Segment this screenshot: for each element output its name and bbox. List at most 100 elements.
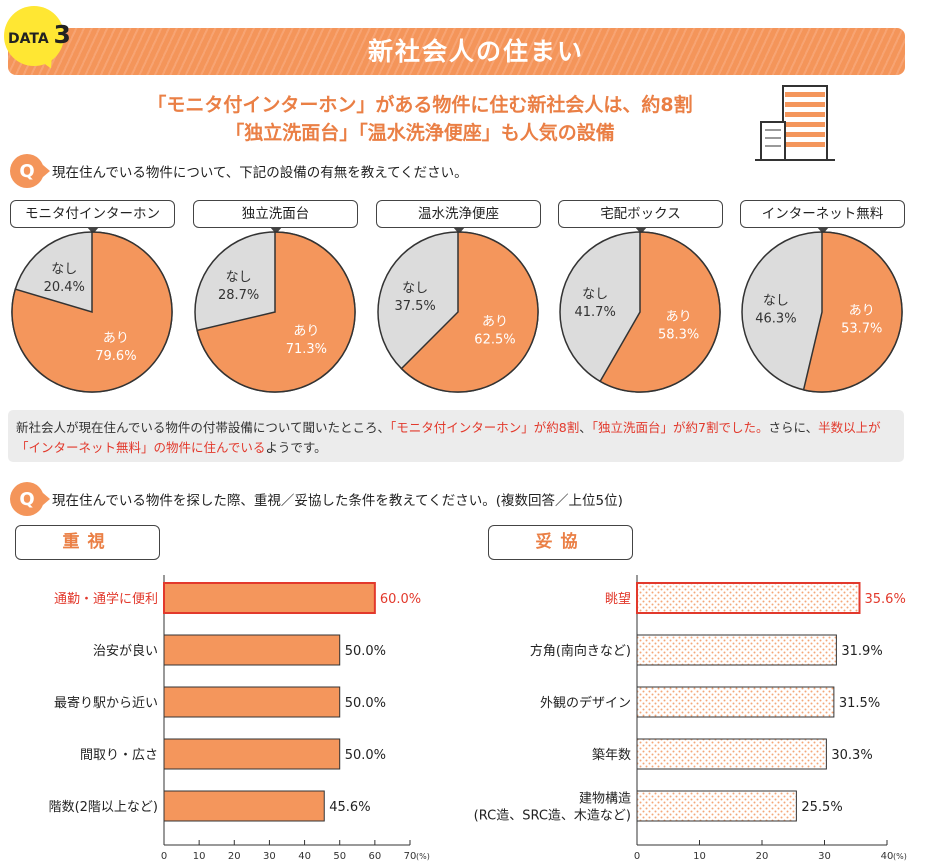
bar <box>636 790 797 822</box>
question-1: Q 現在住んでいる物件について、下記の設備の有無を教えてください。 <box>10 154 468 188</box>
bar <box>636 738 827 770</box>
bar-category-label: 眺望 <box>605 591 631 607</box>
pie-value-nashi: 37.5% <box>394 299 435 314</box>
bar-value-label: 31.9% <box>841 644 882 659</box>
tag-priority: 重視 <box>15 525 160 560</box>
pie-label-ari: あり <box>103 331 129 346</box>
bar <box>163 790 325 822</box>
x-unit-label: (%) <box>893 852 907 861</box>
pie-title: 独立洗面台 <box>193 200 358 234</box>
bar <box>636 634 837 666</box>
page-title: 新社会人の住まい <box>367 37 584 66</box>
pie-label-ari: あり <box>849 304 875 319</box>
bar <box>636 582 861 614</box>
bar <box>163 582 376 614</box>
x-tick-label: 0 <box>161 851 167 862</box>
bar-charts: 0 10 20 30 40 50 60 70 (%)60.0%通勤・通学に便利50.0%治安が良… <box>49 575 907 862</box>
pie-label-nashi: なし <box>582 287 608 302</box>
bar-category-label: 方角(南向きなど) <box>530 643 631 659</box>
title-banner <box>8 28 905 75</box>
pie-value-ari: 62.5% <box>474 332 515 347</box>
pie-label-nashi: なし <box>226 270 252 285</box>
badge-prefix: DATA <box>8 31 49 47</box>
pie-value-nashi: 41.7% <box>575 305 616 320</box>
bar <box>163 686 341 718</box>
x-tick-label: 10 <box>193 851 206 862</box>
question-1-text: 現在住んでいる物件について、下記の設備の有無を教えてください。 <box>52 165 468 181</box>
pie-value-nashi: 28.7% <box>218 288 259 303</box>
data-badge-text: DATA 3 <box>8 20 88 49</box>
pie-label-nashi: なし <box>763 294 789 309</box>
summary-text: 新社会人が現在住んでいる物件の付帯設備について聞いたところ、「モニタ付インターホ… <box>8 410 904 462</box>
x-tick-label: 60 <box>368 851 381 862</box>
pie-slice-ari <box>11 231 173 393</box>
x-tick-label: 40 <box>881 851 894 862</box>
pie-charts: あり 79.6% なし 20.4% あり 71.3% なし 28.7% あり 62.5% なし 37.… <box>11 231 903 393</box>
x-tick-label: 40 <box>298 851 311 862</box>
summary-part: 「独立洗面台」が約7割でした。 <box>591 420 769 435</box>
x-unit-label: (%) <box>416 852 430 861</box>
bar-category-label: 最寄り駅から近い <box>54 695 158 711</box>
summary-part: 新社会人が現在住んでいる物件の付帯設備について聞いたところ、 <box>16 420 391 435</box>
summary-part: ようです。 <box>265 440 327 455</box>
q-badge: Q <box>10 154 50 188</box>
bar-category-label: 築年数 <box>592 748 631 763</box>
bar-value-label: 30.3% <box>831 748 872 763</box>
x-tick-label: 20 <box>756 851 769 862</box>
bar-category-label: 外観のデザイン <box>540 695 631 711</box>
pie-slice-ari <box>599 231 721 393</box>
building-icon <box>755 85 835 161</box>
bar-value-label: 50.0% <box>345 748 386 763</box>
bar-category-label: 階数(2階以上など) <box>49 800 158 815</box>
x-tick-label: 0 <box>634 851 640 862</box>
headline-line-1: 「モニタ付インターホン」がある物件に住む新社会人は、約8割 <box>147 94 693 116</box>
pie-slice-ari <box>802 231 903 393</box>
pie-slice-ari <box>400 231 539 393</box>
bar-category-label: (RC造、SRC造、木造など) <box>474 809 631 824</box>
summary-part: 、 <box>579 420 592 435</box>
pie-title: インターネット無料 <box>740 200 905 234</box>
pie-value-nashi: 46.3% <box>755 312 796 327</box>
pie-label-nashi: なし <box>51 262 77 277</box>
pie-label-nashi: なし <box>402 281 428 296</box>
pie-value-ari: 53.7% <box>841 322 882 337</box>
bar <box>163 634 341 666</box>
pie-slice-ari <box>196 231 356 393</box>
x-tick-label: 70 <box>404 851 417 862</box>
pie-value-ari: 79.6% <box>95 349 136 364</box>
pie-title: 宅配ボックス <box>558 200 723 234</box>
bar <box>163 738 341 770</box>
pie-value-nashi: 20.4% <box>44 280 85 295</box>
summary-part: 「モニタ付インターホン」が約8割 <box>390 420 580 435</box>
bar-value-label: 31.5% <box>839 696 880 711</box>
pie-value-ari: 58.3% <box>658 327 699 342</box>
x-tick-label: 20 <box>228 851 241 862</box>
summary-part: さらに、 <box>768 420 819 435</box>
bar-category-label: 通勤・通学に便利 <box>54 591 158 607</box>
bar-value-label: 35.6% <box>865 592 906 607</box>
badge-number: 3 <box>53 20 71 49</box>
bar-value-label: 25.5% <box>801 800 842 815</box>
x-tick-label: 50 <box>333 851 346 862</box>
pie-title: 温水洗浄便座 <box>376 200 541 234</box>
pie-title: モニタ付インターホン <box>10 200 175 234</box>
bar-category-label: 治安が良い <box>93 643 158 659</box>
tag-compromise: 妥協 <box>488 525 633 560</box>
bar-value-label: 50.0% <box>345 696 386 711</box>
pie-value-ari: 71.3% <box>286 342 327 357</box>
bar-category-label: 建物構造 <box>579 792 631 807</box>
bar-value-label: 60.0% <box>380 592 421 607</box>
x-tick-label: 30 <box>263 851 276 862</box>
q-badge: Q <box>10 482 50 516</box>
bar-category-label: 間取り・広さ <box>80 748 158 763</box>
headline-line-2: 「独立洗面台」「温水洗浄便座」も人気の設備 <box>225 122 615 144</box>
pie-label-ari: あり <box>482 314 508 329</box>
data-badge <box>4 6 64 66</box>
x-tick-label: 30 <box>818 851 831 862</box>
pie-label-ari: あり <box>293 324 319 339</box>
summary-part: 半数以上が「インターネット無料」の物件に住んでいる <box>16 420 881 455</box>
bar-value-label: 45.6% <box>329 800 370 815</box>
bar <box>636 686 835 718</box>
x-tick-label: 10 <box>693 851 706 862</box>
